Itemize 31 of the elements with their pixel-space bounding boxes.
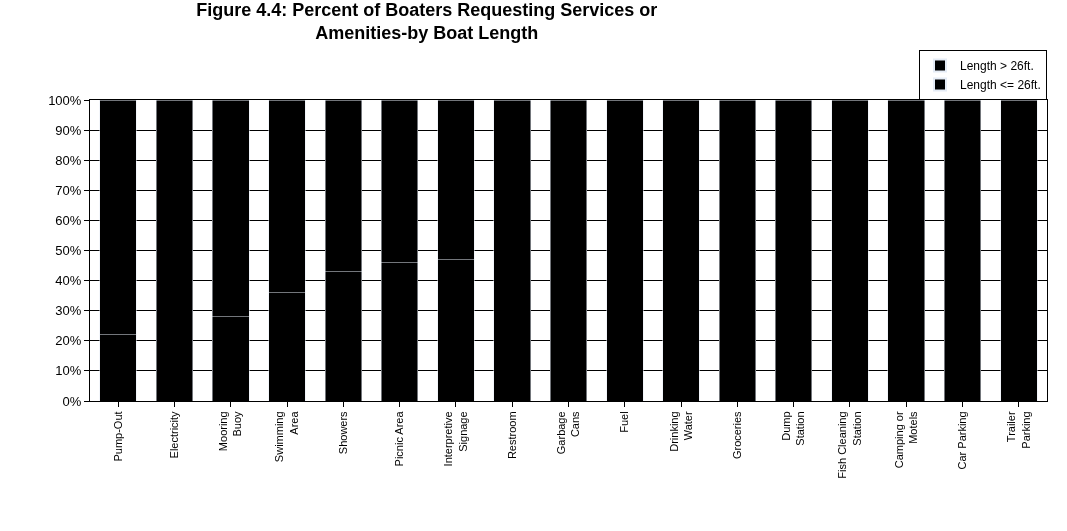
chart-title: Figure 4.4: Percent of Boaters Requesting Services or Amenities-by Boat Length — [196, 0, 658, 44]
y-tick-label: 40% — [55, 273, 82, 289]
x-tick-label: Pump-Out — [111, 411, 124, 462]
x-tick-label: Fish Cleaning Station — [836, 411, 863, 479]
legend-label: Length <= 26ft. — [960, 78, 1041, 93]
legend-label: Length > 26ft. — [960, 59, 1034, 74]
y-tick-label: 0% — [62, 393, 82, 409]
x-tick-label: Electricity — [168, 410, 181, 459]
x-tick-label: Interpretive Signage — [442, 411, 469, 467]
x-tick-label: Picnic Area — [393, 410, 406, 467]
x-tick-label: Fuel — [618, 411, 631, 433]
y-tick-label: 20% — [55, 333, 82, 349]
x-tick-label: Camping or Motels — [892, 410, 919, 469]
x-tick-label: Car Parking — [956, 411, 969, 470]
x-tick-label: Showers — [336, 410, 349, 455]
x-tick-label: Trailer Parking — [1005, 411, 1032, 449]
x-tick-label: Dump Station — [780, 411, 807, 446]
y-tick-label: 80% — [55, 152, 82, 168]
x-tick-label: Groceries — [730, 410, 743, 460]
y-tick-label: 30% — [55, 303, 82, 319]
y-tick-label: 50% — [55, 243, 82, 259]
y-tick-label: 70% — [55, 182, 82, 198]
x-tick-label: Mooring Buoy — [217, 410, 244, 452]
x-tick-label: Drinking Water — [667, 411, 694, 452]
x-tick-label: Restroom — [505, 411, 518, 460]
x-tick-label: Swimming Area — [273, 410, 300, 463]
y-tick-label: 10% — [55, 363, 82, 379]
x-tick-label: Garbage Cans — [554, 410, 582, 455]
y-tick-label: 60% — [55, 212, 82, 228]
y-tick-label: 100% — [48, 92, 82, 108]
y-tick-label: 90% — [55, 122, 82, 138]
